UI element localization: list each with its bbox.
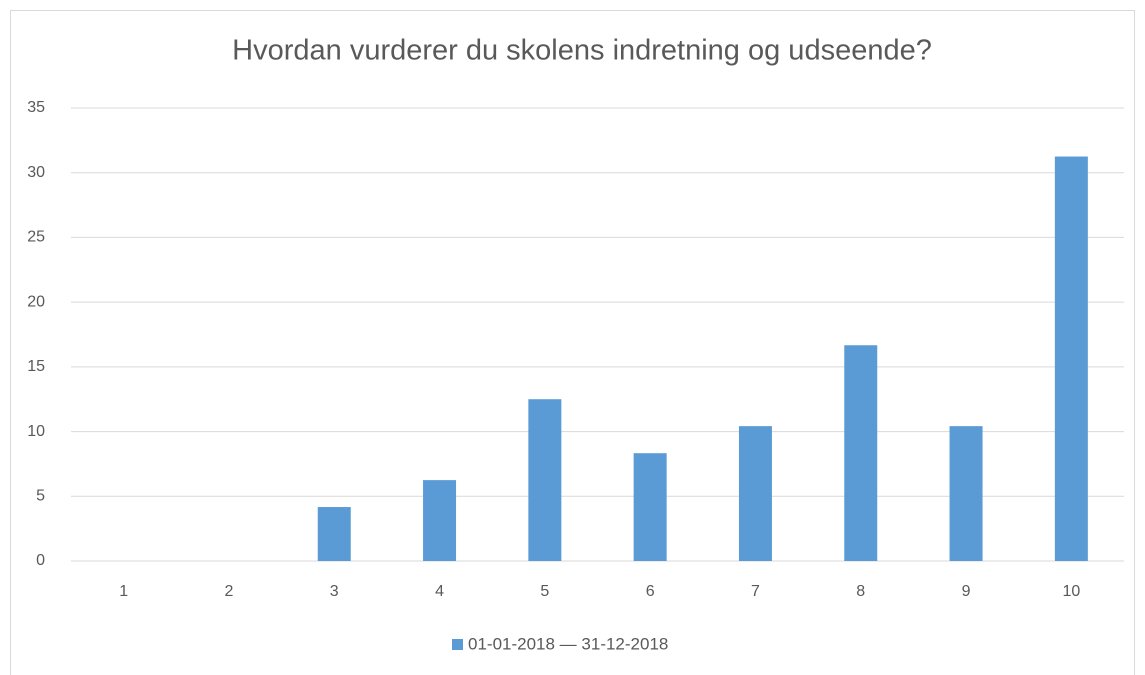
x-tick-label: 9 — [962, 583, 971, 600]
x-tick-label: 4 — [435, 583, 444, 600]
bar — [317, 507, 351, 561]
y-tick-label: 35 — [27, 99, 45, 116]
legend-swatch — [452, 639, 463, 650]
x-tick-label: 3 — [330, 583, 339, 600]
bar — [949, 426, 983, 561]
x-tick-label: 10 — [1062, 583, 1080, 600]
bar — [844, 345, 878, 561]
y-tick-label: 30 — [27, 164, 45, 181]
y-tick-label: 25 — [27, 229, 45, 246]
y-tick-label: 20 — [27, 293, 45, 310]
chart-border — [10, 10, 1135, 675]
x-tick-label: 1 — [119, 583, 128, 600]
legend-label: 01-01-2018 — 31-12-2018 — [468, 634, 668, 653]
bar — [633, 453, 667, 561]
y-tick-label: 15 — [27, 358, 45, 375]
y-tick-label: 10 — [27, 423, 45, 440]
bar — [1054, 156, 1088, 562]
bar — [738, 426, 772, 561]
x-tick-label: 2 — [224, 583, 233, 600]
y-tick-label: 5 — [36, 488, 45, 505]
x-tick-label: 7 — [751, 583, 760, 600]
x-tick-label: 5 — [540, 583, 549, 600]
x-tick-label: 8 — [856, 583, 865, 600]
y-tick-label: 0 — [36, 552, 45, 569]
bar — [528, 399, 562, 561]
chart-title: Hvordan vurderer du skolens indretning o… — [232, 35, 932, 67]
x-tick-label: 6 — [646, 583, 655, 600]
bar — [423, 480, 457, 561]
